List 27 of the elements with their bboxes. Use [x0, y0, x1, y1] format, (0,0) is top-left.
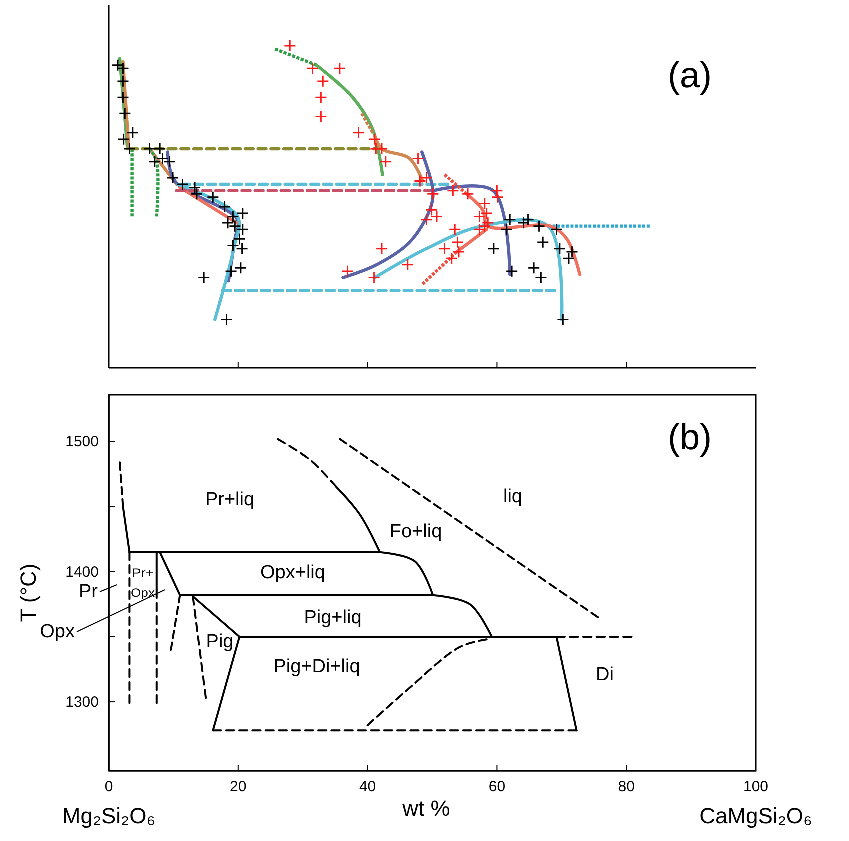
text: Opx: [40, 622, 76, 642]
annotation: liq: [503, 486, 523, 508]
x-tick-label: 20: [230, 778, 247, 796]
text: Pr: [79, 582, 99, 602]
x-axis-title: wt %: [402, 796, 450, 821]
annotation: Opx+liq: [260, 562, 326, 584]
y-tick-label: 1500: [66, 434, 99, 451]
x-tick-label: 40: [359, 778, 376, 796]
annotation: (a): [668, 54, 712, 96]
annotation: (b): [668, 416, 712, 458]
text: CaMgSi₂O₆: [700, 804, 812, 828]
annotation: Pr+liq: [205, 490, 255, 510]
x-tick-label: 80: [618, 778, 635, 796]
y-tick-label: 1400: [66, 564, 99, 581]
y-tick-label: 1300: [66, 694, 99, 711]
annotation: Fo+liq: [390, 522, 442, 542]
y-axis-title: T (°C): [16, 564, 41, 622]
annotation: Opx: [131, 586, 155, 600]
annotation: Pig: [206, 632, 234, 652]
annotation: Di: [596, 664, 614, 686]
x-tick-label: 0: [104, 778, 114, 796]
annotation: Pr+: [132, 566, 154, 580]
annotation: Pig+Di+liq: [274, 656, 360, 678]
x-tick-label: 60: [488, 778, 506, 796]
x-tick-label: 100: [743, 778, 769, 796]
text: Mg₂Si₂O₆: [62, 804, 156, 828]
annotation: Pig+liq: [304, 608, 362, 628]
